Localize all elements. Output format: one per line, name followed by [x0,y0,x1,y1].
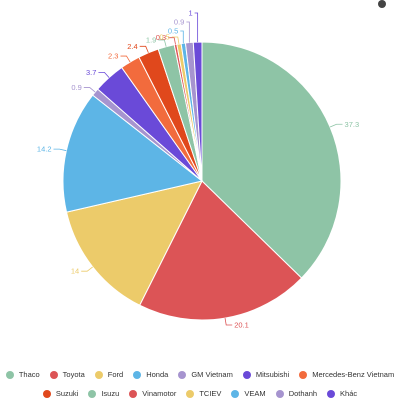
data-label-gm-vietnam: 0.9 [71,83,81,92]
legend-swatch [242,370,251,379]
legend-row: Thaco Toyota Ford Honda GM Vietnam Mitsubishi… [0,370,400,379]
legend-swatch [133,370,142,379]
legend-label: Honda [146,370,169,379]
legend-label: Mercedes-Benz Vietnam [312,370,395,379]
legend-swatch [275,389,284,398]
data-label-vinamotor: 0.3 [156,33,166,42]
leader-line-isuzu [158,39,167,47]
data-label-khac: 1 [188,9,192,18]
legend-swatch [327,389,336,398]
leader-line-mitsubishi [98,71,110,78]
data-label-tciev: 0.5 [159,33,169,42]
leader-line-dothanh [186,21,190,43]
leader-line-tciev [171,36,180,44]
legend-item-toyota[interactable]: Toyota [49,370,85,379]
legend-swatch [49,370,58,379]
leader-line-vinamotor [168,37,176,45]
legend-swatch [299,370,308,379]
legend-item-isuzu[interactable]: Isuzu [88,389,119,398]
legend-label: Dothanh [288,389,318,398]
data-label-toyota: 20.1 [234,320,249,329]
pie-slice-ford[interactable] [65,180,203,306]
pie-slice-honda[interactable] [62,94,204,213]
legend-item-tciev[interactable]: TCIEV [186,389,221,398]
leader-line-veam [180,30,184,44]
legend-label: Khác [340,389,358,398]
leader-line-khac [194,12,199,43]
data-label-thaco: 37.3 [345,120,360,129]
pie-slice-thaco[interactable] [201,41,342,279]
legend-label: Isuzu [101,389,120,398]
leader-line-thaco [329,123,343,128]
legend-item-ford[interactable]: Ford [94,370,124,379]
legend-item-veam[interactable]: VEAM [231,389,266,398]
legend-swatch [231,389,240,398]
legend-label: Suzuki [55,389,79,398]
data-label-veam: 0.5 [168,27,178,36]
legend-row: Suzuki Isuzu Vinamotor TCIEV VEAM Dothanh Khác [0,389,400,398]
legend-swatch [42,389,51,398]
legend-swatch [129,389,138,398]
leader-line-suzuki [139,45,149,53]
data-label-isuzu: 1.9 [146,35,156,44]
data-label-honda: 14.2 [37,145,52,154]
legend-label: Vinamotor [142,389,177,398]
legend-item-suzuki[interactable]: Suzuki [42,389,79,398]
legend-label: Ford [107,370,124,379]
legend-label: VEAM [244,389,266,398]
legend-swatch [178,370,187,379]
legend-item-mercedes-benz-vietnam[interactable]: Mercedes-Benz Vietnam [299,370,394,379]
leader-line-honda [53,148,67,152]
data-label-ford: 14 [71,267,79,276]
legend-item-khac[interactable]: Khác [327,389,357,398]
pie-slice-khac[interactable] [192,41,203,182]
legend-swatch [186,389,195,398]
leader-line-ford [81,266,93,272]
data-label-mercedes-benz-vietnam: 2.3 [108,52,118,61]
legend-swatch [5,370,14,379]
pie-slice-toyota[interactable] [139,180,303,321]
legend-item-vinamotor[interactable]: Vinamotor [129,389,176,398]
data-label-suzuki: 2.4 [127,42,137,51]
leader-line-gm-vietnam [83,87,96,93]
legend-item-thaco[interactable]: Thaco [5,370,40,379]
legend-item-gm-vietnam[interactable]: GM Vietnam [178,370,233,379]
legend-label: GM Vietnam [191,370,233,379]
legend-item-dothanh[interactable]: Dothanh [275,389,318,398]
legend-item-mitsubishi[interactable]: Mitsubishi [242,370,290,379]
legend-label: TCIEV [199,389,222,398]
data-label-dothanh: 0.9 [174,18,184,27]
legend-swatch [88,389,97,398]
data-label-mitsubishi: 3.7 [86,68,96,77]
leader-line-toyota [224,318,233,326]
legend-label: Mitsubishi [255,370,290,379]
legend-label: Toyota [62,370,85,379]
leader-line-mercedes-benz-vietnam [120,55,131,63]
corner-dot-icon [378,0,386,8]
legend-swatch [94,370,103,379]
legend-label: Thaco [18,370,40,379]
legend-item-honda[interactable]: Honda [133,370,168,379]
